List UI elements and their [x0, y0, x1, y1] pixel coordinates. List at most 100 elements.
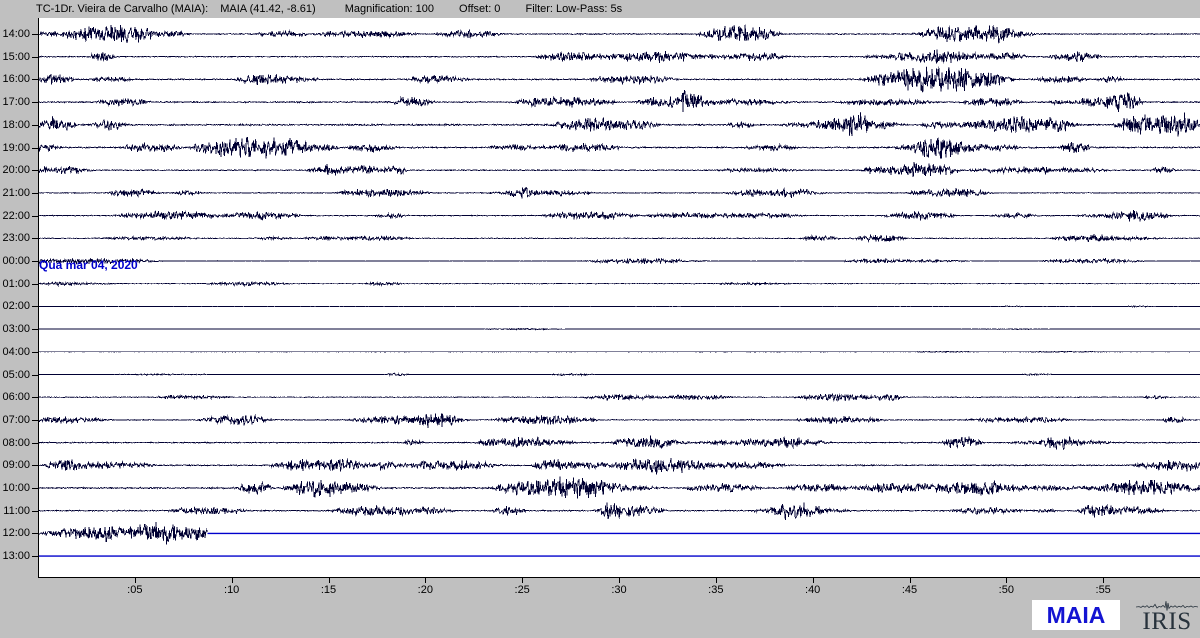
helicorder-plot-area[interactable] [38, 18, 1200, 578]
y-axis-label-0900: 09:00 [2, 459, 30, 472]
y-axis-tick [32, 374, 38, 376]
seismogram-traces [39, 24, 1200, 557]
iris-logo-text: IRIS [1142, 608, 1192, 635]
y-axis-tick [32, 306, 38, 308]
y-axis-label-1200: 12:00 [2, 527, 30, 540]
x-axis-tick [909, 578, 911, 583]
seismogram-trace [39, 186, 1200, 199]
y-axis-tick [32, 556, 38, 558]
seismogram-trace [39, 350, 1200, 354]
x-axis-label-10: :10 [224, 584, 240, 596]
x-axis-tick [425, 578, 427, 583]
seismogram-trace [39, 233, 1200, 243]
seismogram-trace [39, 476, 1200, 499]
x-axis-label-40: :40 [805, 584, 821, 596]
y-axis-tick [32, 533, 38, 535]
x-axis-label-05: :05 [127, 584, 143, 596]
y-axis-label-0000: 00:00 [2, 255, 30, 267]
seismogram-trace [39, 137, 1200, 159]
y-axis-label-0400: 04:00 [2, 345, 30, 358]
y-axis-label-0800: 08:00 [2, 436, 30, 449]
x-axis-minutes: :05 :10 :15 :20 :25 :30 :35 :40 :45 :50 :55 [38, 578, 1200, 602]
y-axis-tick [32, 124, 38, 126]
y-axis-tick [32, 397, 38, 399]
y-axis-label-1600: 16:00 [2, 73, 30, 86]
x-axis-tick [715, 578, 717, 583]
iris-waveform-icon [1136, 601, 1198, 611]
magnification-label: Magnification: 100 [344, 3, 434, 15]
y-axis-label-2100: 21:00 [2, 186, 30, 199]
y-axis-tick [32, 34, 38, 35]
y-axis-tick [32, 351, 38, 353]
x-axis-label-25: :25 [514, 584, 530, 596]
y-axis-tick [32, 215, 38, 217]
x-axis-tick [231, 578, 233, 583]
y-axis-label-0200: 02:00 [2, 300, 30, 313]
y-axis-label-1400: 14:00 [2, 28, 30, 40]
x-axis-tick [619, 578, 620, 583]
y-axis-tick [32, 79, 38, 81]
x-axis-label-15: :15 [320, 584, 337, 596]
y-axis-label-2300: 23:00 [2, 232, 30, 245]
header-bar: TC-1Dr. Vieira de Carvalho (MAIA): MAIA … [0, 0, 1200, 18]
x-axis-label-50: :50 [998, 584, 1014, 596]
y-axis-hours: 14:00 15:00 16:00 17:00 18:00 19:00 20:00 21:00… [0, 18, 38, 579]
x-axis-tick [1103, 578, 1105, 583]
seismogram-trace [39, 24, 1200, 44]
y-axis-tick [32, 329, 38, 331]
seismogram-trace [39, 521, 208, 545]
y-axis-label-0300: 03:00 [2, 323, 30, 336]
y-axis-label-1900: 19:00 [2, 141, 30, 154]
x-axis-tick [812, 578, 814, 583]
y-axis-tick [32, 465, 38, 467]
seismogram-trace [39, 502, 1200, 521]
seismogram-trace [39, 256, 1200, 266]
y-axis-label-1100: 11:00 [3, 504, 30, 517]
y-axis-label-0700: 07:00 [2, 413, 30, 426]
x-axis-label-55: :55 [1095, 584, 1111, 596]
y-axis-label-1500: 15:00 [2, 50, 30, 63]
seismogram-trace [39, 66, 1200, 93]
y-axis-label-0100: 01:00 [2, 277, 30, 290]
y-axis-tick [32, 170, 38, 172]
y-axis-label-2000: 20:00 [2, 164, 30, 177]
x-axis-tick [134, 578, 136, 583]
seismogram-trace [39, 162, 1200, 177]
seismogram-trace [39, 392, 1200, 402]
y-axis-label-1700: 17:00 [2, 96, 30, 109]
y-axis-tick [32, 419, 38, 421]
y-axis-label-1000: 10:00 [2, 482, 30, 494]
x-axis-tick [522, 578, 524, 583]
seismogram-trace [39, 210, 1200, 223]
y-axis-label-0500: 05:00 [2, 368, 30, 381]
y-axis-tick [32, 56, 38, 58]
y-axis-label-1800: 18:00 [2, 118, 30, 131]
y-axis-tick [32, 442, 38, 444]
seismogram-trace [39, 435, 1200, 451]
x-axis-label-30: :30 [611, 584, 627, 596]
y-axis-tick [32, 238, 38, 240]
y-axis-tick [32, 192, 38, 194]
y-axis-label-0600: 06:00 [2, 391, 30, 404]
x-axis-tick [1006, 578, 1008, 583]
y-axis-tick [32, 261, 38, 262]
seismogram-trace [39, 112, 1200, 137]
seismogram-trace [39, 327, 1200, 331]
logo-bar: MAIA IRIS [1032, 600, 1198, 636]
y-axis-label-2200: 22:00 [2, 209, 30, 222]
x-axis-label-35: :35 [708, 584, 724, 596]
offset-label: Offset: 0 [459, 3, 501, 15]
seismogram-trace [39, 458, 1200, 475]
y-axis-tick [32, 147, 38, 149]
iris-logo[interactable]: IRIS [1136, 600, 1198, 636]
seismogram-trace [39, 89, 1200, 113]
maia-logo[interactable]: MAIA [1032, 600, 1120, 630]
seismogram-trace [39, 280, 1200, 288]
x-axis-label-45: :45 [901, 584, 918, 596]
maia-logo-text: MAIA [1046, 601, 1106, 628]
y-axis-tick [32, 510, 38, 512]
station-coordinates: MAIA (41.42, -8.61) [220, 3, 316, 15]
x-axis-label-20: :20 [417, 584, 433, 596]
y-axis-label-1300: 13:00 [2, 550, 30, 563]
